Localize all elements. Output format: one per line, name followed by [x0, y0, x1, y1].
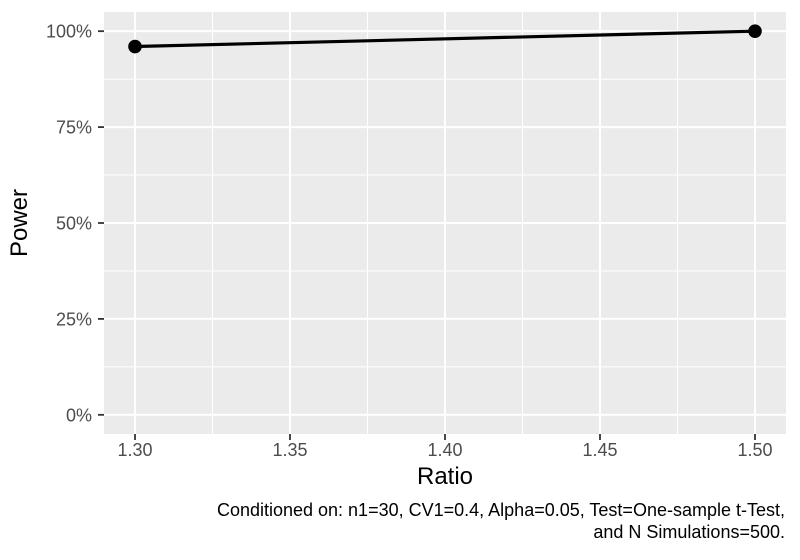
x-tick-label: 1.30 [117, 440, 152, 460]
x-axis-title: Ratio [416, 463, 474, 490]
x-tick-label: 1.35 [272, 440, 307, 460]
plot-caption: Conditioned on: n1=30, CV1=0.4, Alpha=0.… [217, 499, 785, 543]
x-tick-label: 1.50 [737, 440, 772, 460]
y-tick-label: 75% [56, 118, 92, 138]
caption-line-1: Conditioned on: n1=30, CV1=0.4, Alpha=0.… [216, 500, 785, 520]
y-tick-label: 100% [46, 22, 92, 42]
series-line [134, 29, 756, 49]
data-point [128, 39, 142, 54]
y-tick-label: 50% [56, 214, 92, 234]
y-tick-label: 25% [56, 309, 92, 329]
x-tick-label: 1.45 [582, 440, 617, 460]
y-tick-label: 0% [66, 405, 92, 425]
y-axis-title: Power [6, 188, 33, 258]
caption-line-2: and N Simulations=500. [593, 522, 785, 542]
x-tick-label: 1.40 [427, 440, 462, 460]
data-point [748, 24, 762, 38]
